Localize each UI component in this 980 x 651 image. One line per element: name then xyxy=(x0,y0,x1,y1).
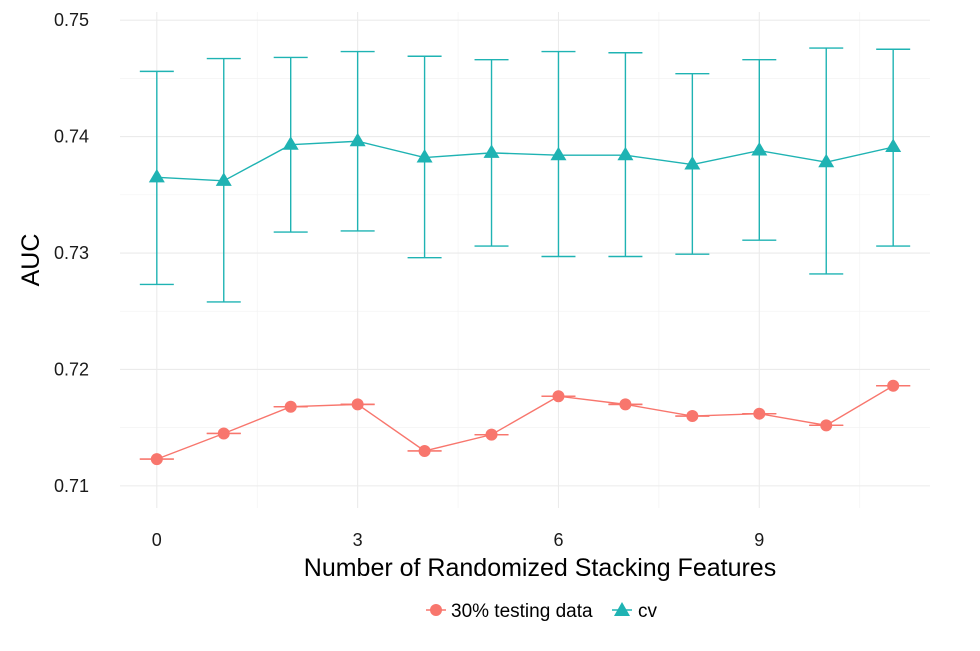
data-point xyxy=(885,138,902,153)
x-tick-label: 3 xyxy=(353,530,363,550)
legend-item-testing[interactable]: 30% testing data xyxy=(426,601,593,622)
x-axis-title: Number of Randomized Stacking Features xyxy=(304,554,776,582)
data-point xyxy=(416,149,433,163)
data-point xyxy=(483,144,500,158)
series-line xyxy=(156,140,894,182)
y-tick-label: 0.72 xyxy=(54,359,89,379)
y-tick-label: 0.73 xyxy=(54,243,89,263)
x-tick-labels: 0 3 6 9 xyxy=(152,530,764,550)
x-tick-label: 6 xyxy=(553,530,563,550)
data-point xyxy=(217,427,230,440)
data-point xyxy=(550,146,567,161)
data-point xyxy=(418,444,431,457)
y-tick-label: 0.75 xyxy=(54,10,89,30)
data-point xyxy=(684,156,701,170)
series-0 xyxy=(139,379,911,466)
data-point xyxy=(148,168,165,183)
y-tick-labels: 0.71 0.72 0.73 0.74 0.75 xyxy=(54,10,89,496)
x-tick-label: 0 xyxy=(152,530,162,550)
y-tick-label: 0.74 xyxy=(54,127,89,147)
data-point xyxy=(686,410,699,423)
data-point xyxy=(619,398,632,411)
legend-label-cv: cv xyxy=(638,601,658,622)
data-point xyxy=(284,400,297,413)
data-point xyxy=(351,398,364,411)
data-point xyxy=(887,379,900,392)
x-tick-label: 9 xyxy=(754,530,764,550)
data-point xyxy=(150,453,163,466)
legend: 30% testing data cv xyxy=(426,601,658,622)
data-point xyxy=(552,390,565,403)
data-point xyxy=(215,172,232,186)
legend-key-marker-cv xyxy=(614,602,630,616)
grid xyxy=(120,12,930,508)
data-point xyxy=(282,136,299,150)
legend-item-cv[interactable]: cv xyxy=(612,601,658,622)
series-1 xyxy=(139,47,911,303)
data-point xyxy=(820,419,833,432)
y-axis-title: AUC xyxy=(17,234,45,287)
data-point xyxy=(485,428,498,441)
data-point xyxy=(617,146,634,161)
data-point xyxy=(818,153,835,168)
legend-key-marker-testing xyxy=(430,604,442,616)
data-point xyxy=(349,132,366,147)
data-point xyxy=(751,142,768,156)
legend-label-testing: 30% testing data xyxy=(451,601,593,622)
series-layer xyxy=(139,47,911,466)
series-line xyxy=(156,385,894,460)
y-tick-label: 0.71 xyxy=(54,476,89,496)
data-point xyxy=(753,407,766,420)
